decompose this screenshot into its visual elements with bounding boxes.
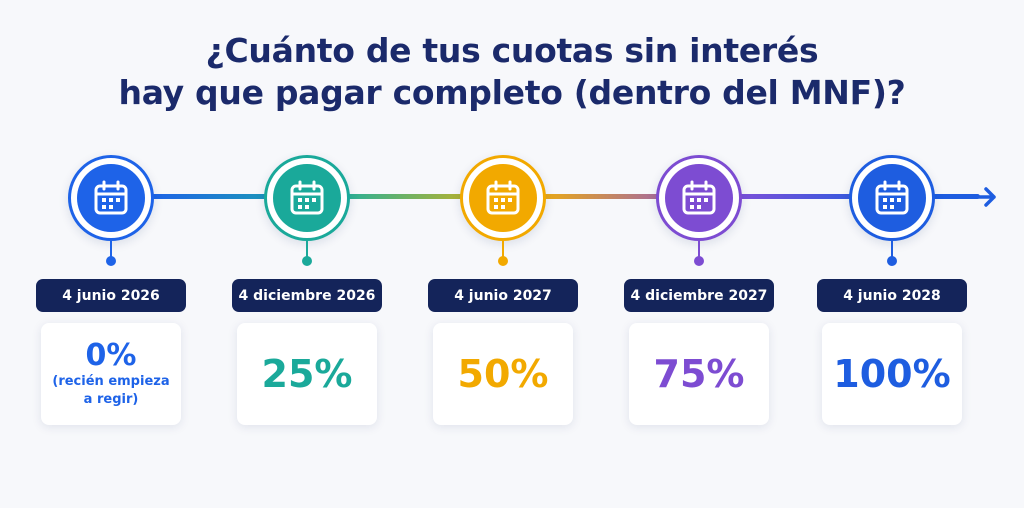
calendar-icon <box>94 180 128 215</box>
connector-dot <box>887 256 897 266</box>
milestone-circle <box>656 155 742 241</box>
date-label: 4 diciembre 2026 <box>232 279 382 312</box>
connector-dot <box>106 256 116 266</box>
calendar-icon <box>486 180 520 215</box>
timeline-step-3: 4 junio 2027 50% <box>423 0 583 508</box>
timeline-track <box>150 194 980 199</box>
date-label: 4 diciembre 2027 <box>624 279 774 312</box>
connector-stem <box>502 240 504 260</box>
milestone-circle <box>68 155 154 241</box>
percent-value: 100% <box>833 352 951 396</box>
connector-stem <box>110 240 112 260</box>
calendar-icon <box>682 180 716 215</box>
timeline-step-4: 4 diciembre 2027 75% <box>619 0 779 508</box>
milestone-circle <box>460 155 546 241</box>
date-label: 4 junio 2026 <box>36 279 186 312</box>
connector-dot <box>302 256 312 266</box>
calendar-icon <box>875 180 909 215</box>
timeline-step-2: 4 diciembre 2026 25% <box>227 0 387 508</box>
date-label: 4 junio 2028 <box>817 279 967 312</box>
date-label: 4 junio 2027 <box>428 279 578 312</box>
timeline-step-5: 4 junio 2028 100% <box>812 0 972 508</box>
percent-card: 100% <box>822 323 962 425</box>
arrow-right-icon <box>972 187 996 207</box>
percent-card: 25% <box>237 323 377 425</box>
timeline-step-1: 4 junio 2026 0% (recién empieza a regir) <box>31 0 191 508</box>
connector-stem <box>891 240 893 260</box>
percent-note-line-1: (recién empieza <box>52 374 170 389</box>
connector-dot <box>498 256 508 266</box>
percent-note-line-2: a regir) <box>83 392 139 407</box>
percent-value: 75% <box>653 352 745 396</box>
milestone-circle <box>264 155 350 241</box>
percent-card: 0% (recién empieza a regir) <box>41 323 181 425</box>
page-title: ¿Cuánto de tus cuotas sin interés hay qu… <box>0 30 1024 114</box>
percent-value: 25% <box>261 352 353 396</box>
connector-stem <box>306 240 308 260</box>
connector-stem <box>698 240 700 260</box>
title-line-1: ¿Cuánto de tus cuotas sin interés <box>205 31 819 70</box>
percent-card: 50% <box>433 323 573 425</box>
calendar-icon <box>290 180 324 215</box>
connector-dot <box>694 256 704 266</box>
title-line-2: hay que pagar completo (dentro del MNF)? <box>118 73 906 112</box>
percent-card: 75% <box>629 323 769 425</box>
milestone-circle <box>849 155 935 241</box>
percent-value: 50% <box>457 352 549 396</box>
percent-value: 0% <box>85 338 137 373</box>
